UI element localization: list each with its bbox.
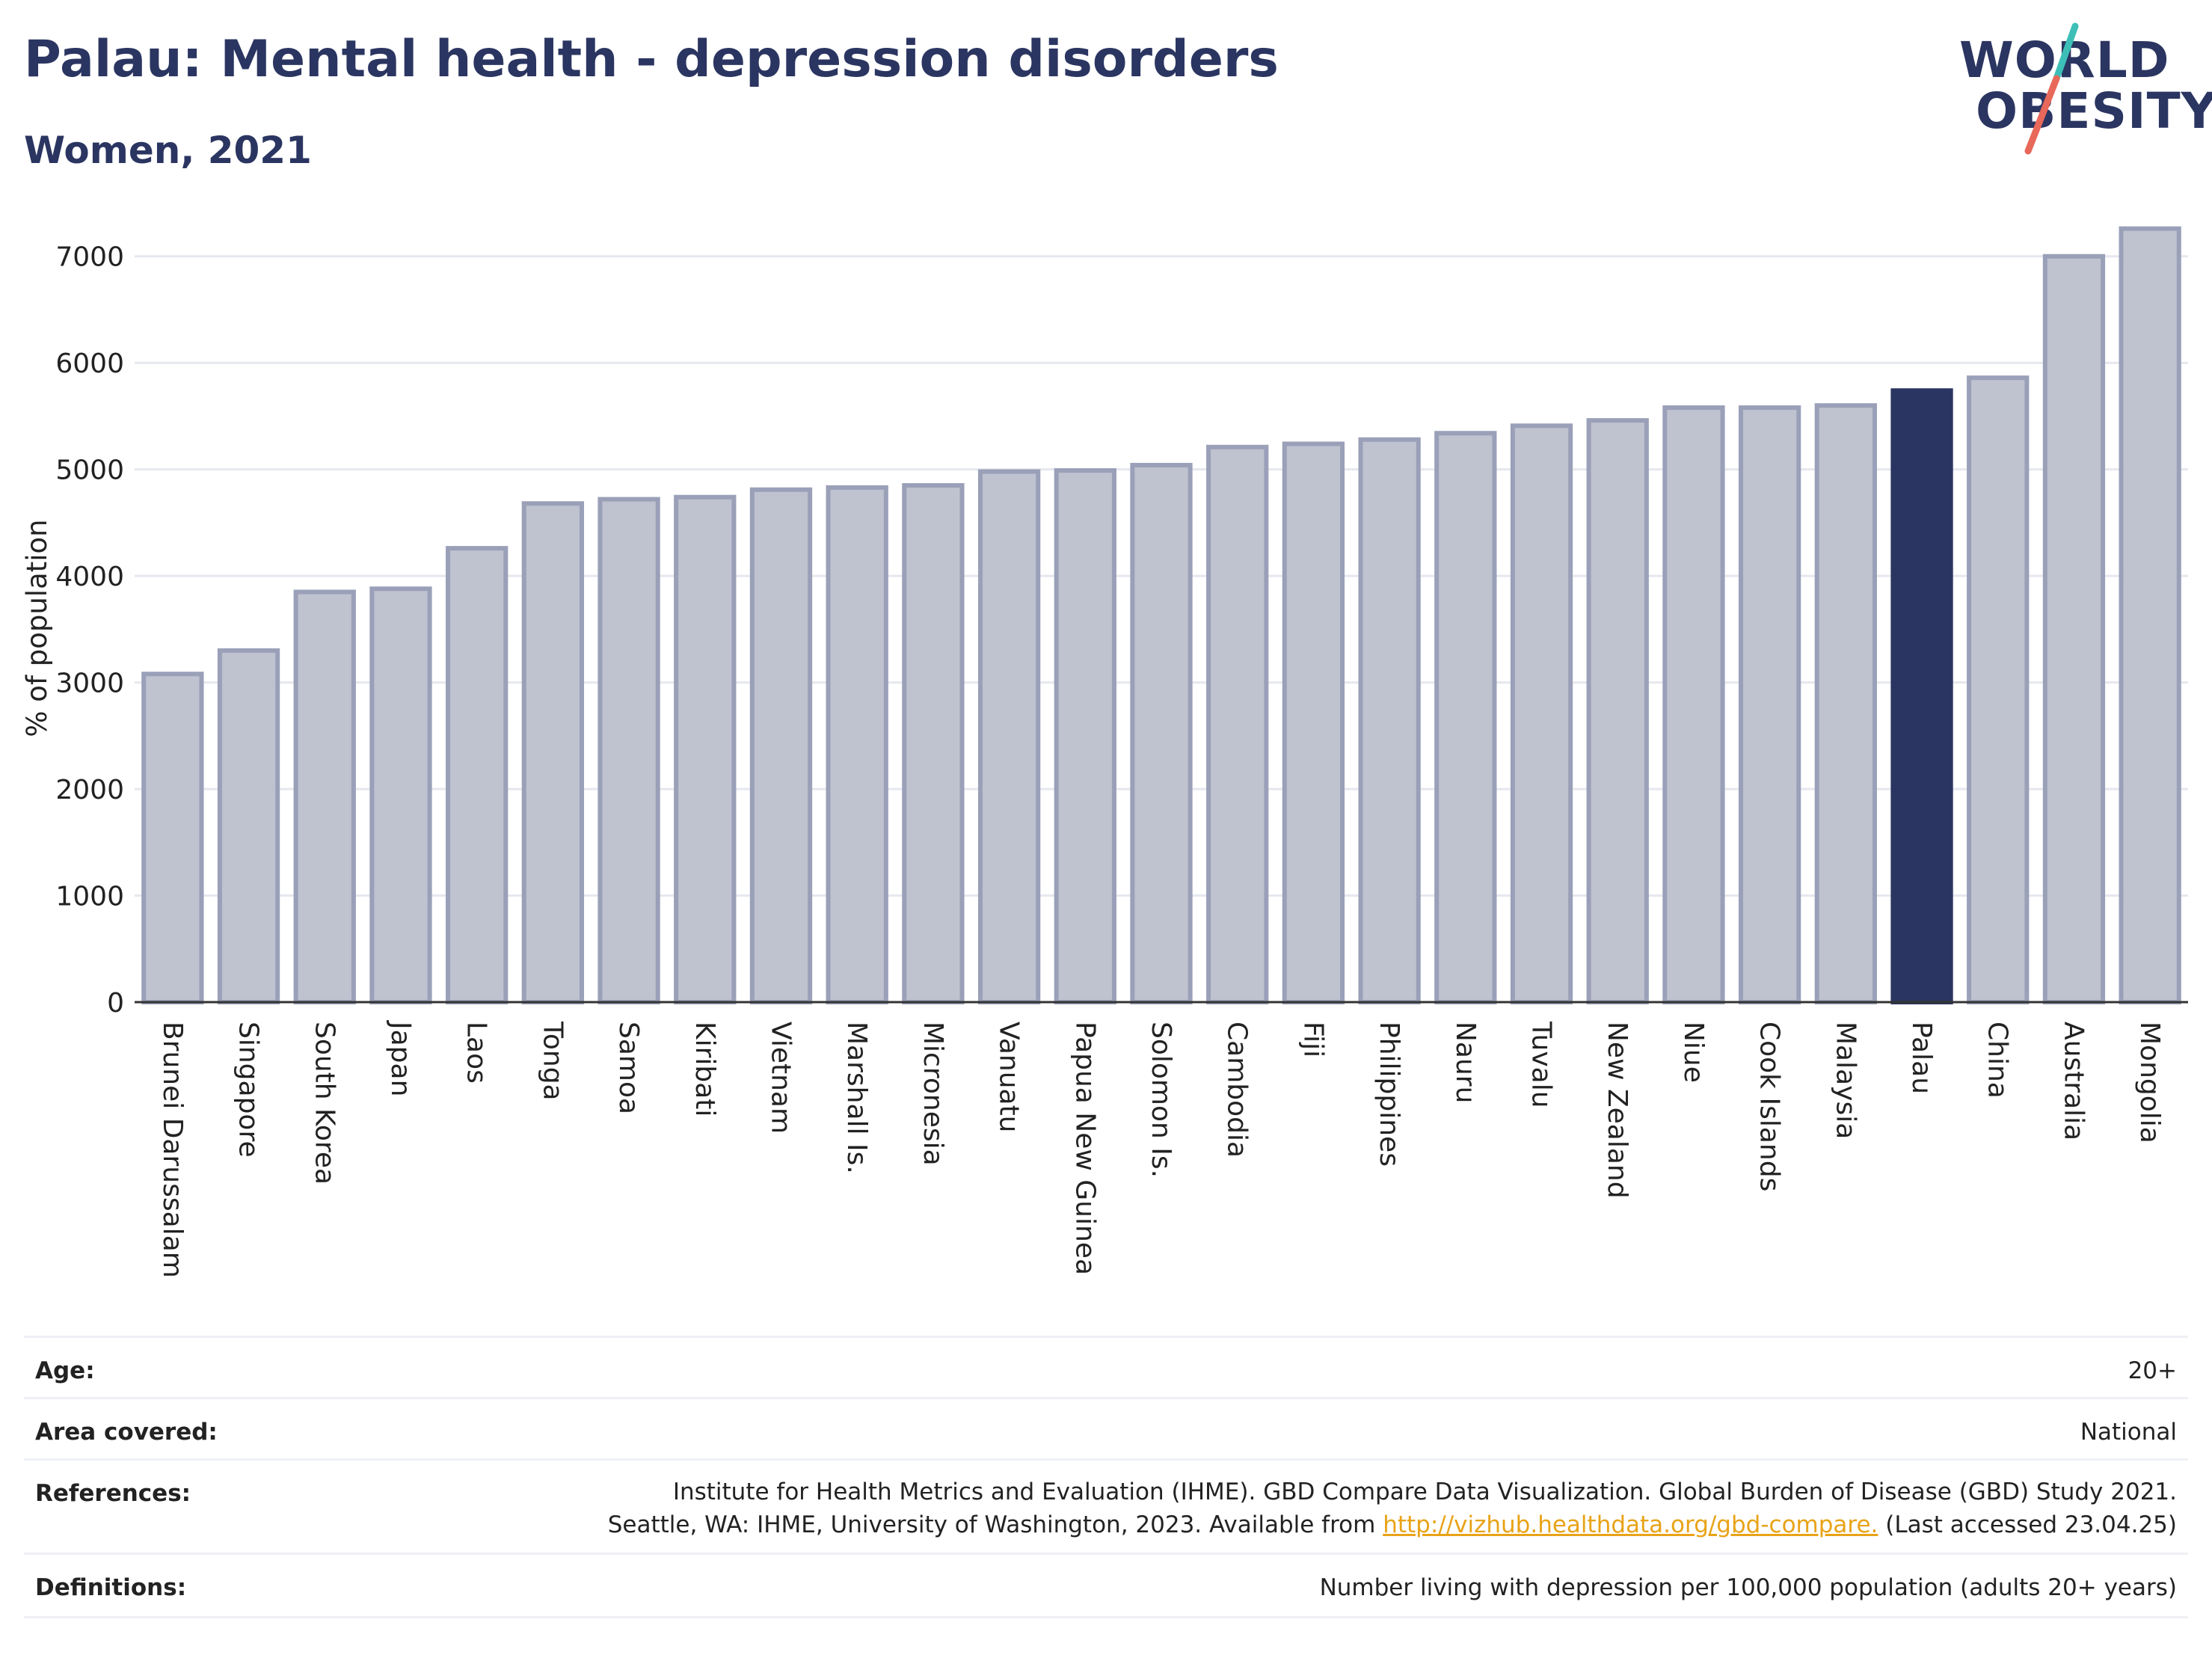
meta-row-references: References: Institute for Health Metrics…: [24, 1458, 2188, 1555]
y-tick-label: 4000: [55, 562, 124, 592]
x-tick-label: Vietnam: [765, 1022, 796, 1134]
x-tick-label: China: [1982, 1022, 2013, 1099]
chart-subtitle: Women, 2021: [24, 129, 312, 172]
references-line2-text: Seattle, WA: IHME, University of Washing…: [607, 1511, 1383, 1538]
references-line2-suffix: (Last accessed 23.04.25): [1878, 1511, 2177, 1538]
bar: [1967, 375, 2030, 1004]
meta-age-value: 20+: [2127, 1357, 2177, 1384]
x-tick-label: Nauru: [1450, 1022, 1481, 1103]
logo-line2: OBESITY: [1976, 82, 2212, 140]
bar-chart: 0 1000 2000 3000 4000 5000 6000 7000 Brunei Daru…: [21, 226, 2188, 1278]
x-tick-label: Solomon Is.: [1146, 1022, 1176, 1178]
references-link[interactable]: http://vizhub.healthdata.org/gbd-compare…: [1383, 1511, 1878, 1538]
chart-title: Palau: Mental health - depression disord…: [24, 30, 1279, 89]
axes: 0 1000 2000 3000 4000 5000 6000 7000 Brunei Daru…: [55, 242, 2188, 1278]
bar: [1358, 437, 1421, 1004]
bar: [521, 501, 585, 1004]
bar: [1586, 418, 1649, 1004]
bar: [1662, 405, 1725, 1004]
y-tick-label: 0: [107, 988, 124, 1019]
x-tick-label: Malaysia: [1830, 1022, 1861, 1139]
bar: [1206, 444, 1269, 1004]
bar: [293, 589, 356, 1004]
y-tick-label: 5000: [55, 455, 124, 486]
bar: [902, 483, 965, 1004]
meta-definitions-value: Number living with depression per 100,00…: [1319, 1574, 2177, 1601]
bar: [826, 485, 888, 1004]
bar: [217, 648, 280, 1005]
bars: [141, 226, 2181, 1005]
y-tick-label: 3000: [55, 669, 124, 699]
bar: [1890, 388, 1953, 1004]
bar: [1282, 441, 1345, 1004]
meta-definitions-label: Definitions:: [35, 1574, 187, 1601]
bar: [2042, 254, 2106, 1004]
x-tick-label: Laos: [461, 1022, 492, 1084]
y-tick-label: 6000: [55, 348, 124, 379]
x-tick-label: Tuvalu: [1526, 1021, 1557, 1108]
x-tick-label: Brunei Darussalam: [157, 1022, 188, 1278]
x-tick-label: Cambodia: [1222, 1022, 1253, 1158]
bar: [749, 487, 813, 1004]
meta-row-definitions: Definitions: Number living with depressi…: [24, 1553, 2188, 1618]
bar: [674, 494, 737, 1004]
x-tick-label: South Korea: [309, 1022, 340, 1185]
meta-age-label: Age:: [35, 1357, 95, 1384]
references-line1: Institute for Health Metrics and Evaluat…: [672, 1479, 2177, 1505]
x-tick-label: Papua New Guinea: [1069, 1022, 1100, 1275]
bar: [1054, 468, 1116, 1004]
bar: [1738, 405, 1801, 1004]
bar: [2119, 226, 2181, 1005]
x-tick-label: Fiji: [1297, 1022, 1328, 1057]
y-axis-label: % of population: [21, 519, 53, 737]
meta-area-label: Area covered:: [35, 1419, 218, 1446]
meta-area-value: National: [2080, 1419, 2177, 1446]
bar: [977, 469, 1041, 1004]
references-line2: Seattle, WA: IHME, University of Washing…: [608, 1508, 2177, 1541]
bar: [597, 497, 660, 1004]
x-tick-label: Cook Islands: [1754, 1022, 1785, 1191]
bar: [1510, 423, 1573, 1004]
bar: [1814, 403, 1877, 1004]
meta-row-area: Area covered: National: [24, 1397, 2188, 1461]
x-tick-label: Niue: [1678, 1022, 1709, 1083]
y-tick-label: 1000: [55, 882, 124, 912]
bar: [369, 586, 432, 1004]
x-tick-label: Samoa: [613, 1022, 644, 1114]
x-tick-label: Singapore: [233, 1022, 264, 1158]
x-tick-label: Micronesia: [918, 1022, 948, 1166]
bar: [141, 672, 204, 1005]
bar: [446, 546, 509, 1004]
x-tick-label: Japan: [385, 1020, 416, 1096]
x-tick-label: Marshall Is.: [841, 1022, 872, 1174]
x-tick-label: Kiribati: [689, 1022, 720, 1117]
y-tick-label: 2000: [55, 775, 124, 805]
x-tick-label: Palau: [1906, 1022, 1937, 1094]
x-tick-label: New Zealand: [1602, 1022, 1632, 1199]
logo-slash-icon: [2024, 22, 2079, 155]
meta-row-age: Age: 20+: [24, 1336, 2188, 1399]
meta-references-label: References:: [35, 1480, 191, 1507]
x-tick-label: Australia: [2058, 1022, 2089, 1140]
x-tick-label: Mongolia: [2134, 1022, 2165, 1143]
bar: [1434, 431, 1497, 1004]
meta-references-value: Institute for Health Metrics and Evaluat…: [608, 1476, 2177, 1541]
x-tick-label: Philippines: [1374, 1022, 1404, 1167]
x-tick-label: Tonga: [537, 1021, 568, 1101]
bar: [1130, 462, 1193, 1004]
y-tick-label: 7000: [55, 242, 124, 273]
x-tick-label: Vanuatu: [994, 1022, 1024, 1133]
world-obesity-logo: WORLD OBESITY: [1944, 22, 2212, 157]
